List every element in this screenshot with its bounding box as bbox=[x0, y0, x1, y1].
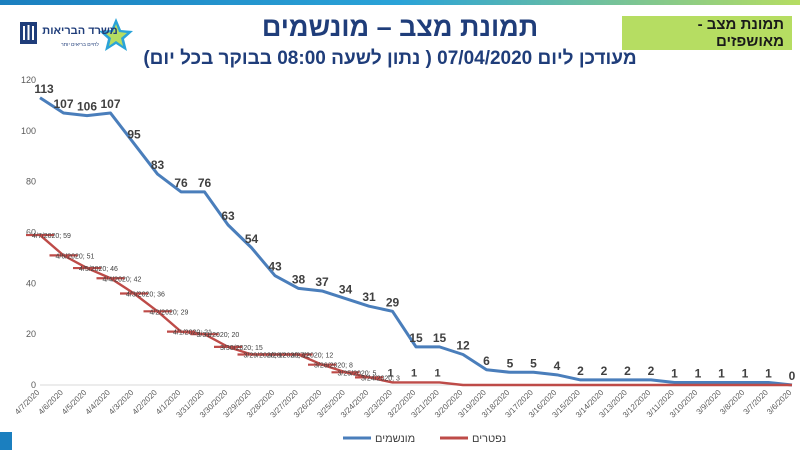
ministry-of-health-logo-icon bbox=[99, 18, 133, 51]
ventilated-data-label: 106 bbox=[77, 100, 97, 114]
ventilated-data-label: 37 bbox=[315, 275, 329, 289]
deceased-data-label: 4/2/2020; 29 bbox=[150, 309, 189, 316]
ventilated-data-label: 15 bbox=[409, 331, 423, 345]
deceased-data-label: 4/6/2020; 51 bbox=[56, 253, 95, 260]
ventilated-data-label: 38 bbox=[292, 272, 306, 286]
y-tick-label: 40 bbox=[26, 278, 36, 288]
ventilated-data-label: 1 bbox=[695, 366, 702, 380]
deceased-data-label: 1 bbox=[434, 367, 440, 379]
deceased-data-label: 1 bbox=[411, 367, 417, 379]
ventilated-data-label: 63 bbox=[221, 209, 235, 223]
deceased-data-label: 3/26/2020; 8 bbox=[314, 363, 353, 370]
page-subtitle: מעודכן ליום 07/04/2020 ( נתון לשעה 08:00… bbox=[143, 48, 637, 69]
ministry-logo-text: משרד הבריאות bbox=[42, 25, 117, 37]
deceased-data-label: 1 bbox=[387, 367, 393, 379]
page-title: תמונת מצב – מונשמים bbox=[261, 12, 539, 42]
series-layer bbox=[26, 96, 793, 387]
ventilated-data-label: 107 bbox=[100, 97, 120, 111]
x-axis: 4/7/20204/6/20204/5/20204/4/20204/3/2020… bbox=[13, 384, 794, 420]
deceased-data-label: 4/7/2020; 59 bbox=[32, 233, 71, 240]
y-tick-label: 120 bbox=[21, 75, 36, 85]
legend-deceased-label: נפטרים bbox=[472, 433, 506, 445]
ventilated-data-label: 95 bbox=[127, 128, 141, 142]
ventilated-data-label: 2 bbox=[624, 364, 631, 378]
ventilated-data-label: 34 bbox=[339, 283, 353, 297]
y-tick-label: 60 bbox=[26, 228, 36, 238]
ministry-logo-tagline: לחיים בריאים יותר bbox=[61, 41, 99, 48]
ventilated-data-label: 5 bbox=[530, 356, 537, 370]
y-tick-label: 100 bbox=[21, 126, 36, 136]
ventilated-series-line bbox=[39, 96, 793, 387]
deceased-data-label: 3/27/2020; 12 bbox=[291, 353, 334, 360]
ventilated-data-label: 6 bbox=[483, 354, 490, 368]
y-tick-label: 20 bbox=[26, 329, 36, 339]
deceased-data-label: 3/29/2020; 12 bbox=[244, 353, 287, 360]
deceased-series-line bbox=[39, 234, 792, 387]
ventilated-data-label: 1 bbox=[718, 366, 725, 380]
state-emblem-icon bbox=[20, 22, 37, 44]
y-axis: 0 20 40 60 80 100 120 bbox=[21, 75, 36, 390]
ventilated-data-label: 1 bbox=[671, 366, 678, 380]
deceased-data-label: 3/30/2020; 15 bbox=[220, 345, 263, 352]
ventilated-data-label: 2 bbox=[577, 364, 584, 378]
ventilated-data-label: 76 bbox=[198, 176, 212, 190]
ventilated-data-label: 4 bbox=[554, 359, 561, 373]
deceased-data-label: 4/1/2020; 21 bbox=[173, 330, 212, 337]
ministry-logo: משרד הבריאות לחיים בריאים יותר bbox=[20, 18, 133, 51]
ventilated-data-label: 107 bbox=[53, 97, 73, 111]
deceased-data-label: 4/4/2020; 42 bbox=[103, 276, 142, 283]
ventilated-data-label: 5 bbox=[507, 356, 514, 370]
deceased-data-label: 3/25/2020; 5 bbox=[338, 370, 377, 377]
deceased-data-label: 3/31/2020; 20 bbox=[197, 332, 240, 339]
y-tick-label: 0 bbox=[31, 380, 36, 390]
deceased-data-label: 4/3/2020; 36 bbox=[126, 292, 165, 299]
ventilated-data-label: 1 bbox=[742, 366, 749, 380]
ventilated-data-label: 12 bbox=[456, 339, 470, 353]
ventilated-data-label: 54 bbox=[245, 232, 259, 246]
legend-ventilated-label: מונשמים bbox=[375, 433, 415, 445]
chart-legend: מונשמים נפטרים bbox=[343, 433, 506, 445]
ventilated-data-label: 76 bbox=[174, 176, 188, 190]
ventilated-data-label: 1 bbox=[765, 366, 772, 380]
deceased-data-label: 3/28/2020; 12 bbox=[267, 353, 310, 360]
ventilated-data-label: 31 bbox=[362, 290, 376, 304]
ventilated-data-label: 2 bbox=[601, 364, 608, 378]
section-tag: תמונת מצב - מאושפזים bbox=[622, 16, 792, 50]
y-tick-label: 80 bbox=[26, 177, 36, 187]
x-tick-label: 3/6/2020 bbox=[765, 388, 794, 417]
ventilated-data-label: 29 bbox=[386, 295, 400, 309]
deceased-data-label: 4/5/2020; 46 bbox=[79, 266, 118, 273]
ventilated-data-label: 43 bbox=[268, 260, 282, 274]
corner-accent bbox=[0, 432, 12, 450]
ventilated-data-label: 15 bbox=[433, 331, 447, 345]
ventilated-data-label: 113 bbox=[34, 82, 54, 96]
ventilated-data-label: 2 bbox=[648, 364, 655, 378]
ventilated-data-label: 0 bbox=[789, 369, 796, 383]
deceased-data-label: 3/24/2020; 3 bbox=[361, 375, 400, 382]
ventilated-data-label: 83 bbox=[151, 158, 165, 172]
top-accent-bar bbox=[0, 0, 800, 5]
